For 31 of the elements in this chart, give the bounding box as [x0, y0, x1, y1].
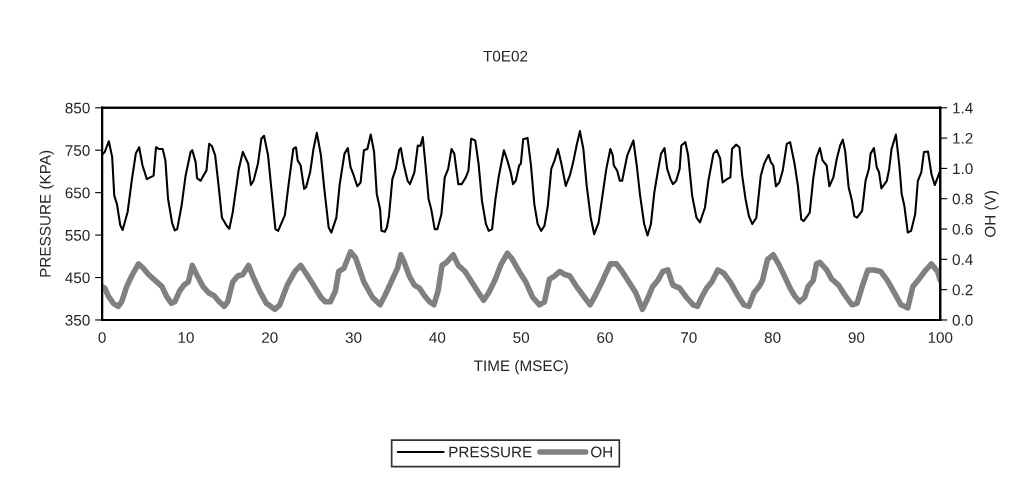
x-tick-label: 100 — [928, 332, 953, 343]
y-axis-title: PRESSURE (KPA) — [39, 150, 54, 277]
y2-tick-label: 0.4 — [952, 254, 973, 266]
chart-title: T0E02 — [483, 50, 528, 62]
y-tick-label: 450 — [65, 272, 90, 284]
y2-axis-title: OH (V) — [984, 191, 999, 237]
x-tick-label: 20 — [262, 332, 278, 343]
y2-tick-label: 1.0 — [953, 163, 973, 175]
legend-label: OH — [591, 446, 612, 458]
x-tick-label: 40 — [429, 332, 446, 343]
y2-tick-label: 1.2 — [953, 132, 973, 144]
y2-tick-label: 0.8 — [952, 193, 973, 205]
y-tick-label: 650 — [65, 187, 90, 199]
x-tick-label: 60 — [597, 332, 613, 343]
y-tick-label: 750 — [65, 145, 90, 156]
x-tick-label: 80 — [764, 332, 781, 343]
y2-tick-label: 0.6 — [952, 223, 973, 235]
x-tick-label: 30 — [345, 332, 362, 343]
y2-tick-label: 0.2 — [952, 284, 973, 296]
x-tick-label: 90 — [848, 332, 865, 343]
x-axis-title: TIME (MSEC) — [473, 359, 568, 375]
y2-tick-label: 1.4 — [953, 102, 973, 114]
x-tick-label: 50 — [513, 332, 530, 343]
y-tick-label: 550 — [65, 229, 90, 241]
x-tick-label: 0 — [98, 332, 106, 343]
y-tick-label: 350 — [65, 314, 90, 326]
y-tick-label: 850 — [65, 102, 90, 114]
legend-label: PRESSURE — [449, 446, 532, 458]
x-tick-label: 70 — [681, 332, 697, 343]
y2-tick-label: 0.0 — [952, 314, 973, 326]
x-tick-label: 10 — [178, 332, 194, 343]
